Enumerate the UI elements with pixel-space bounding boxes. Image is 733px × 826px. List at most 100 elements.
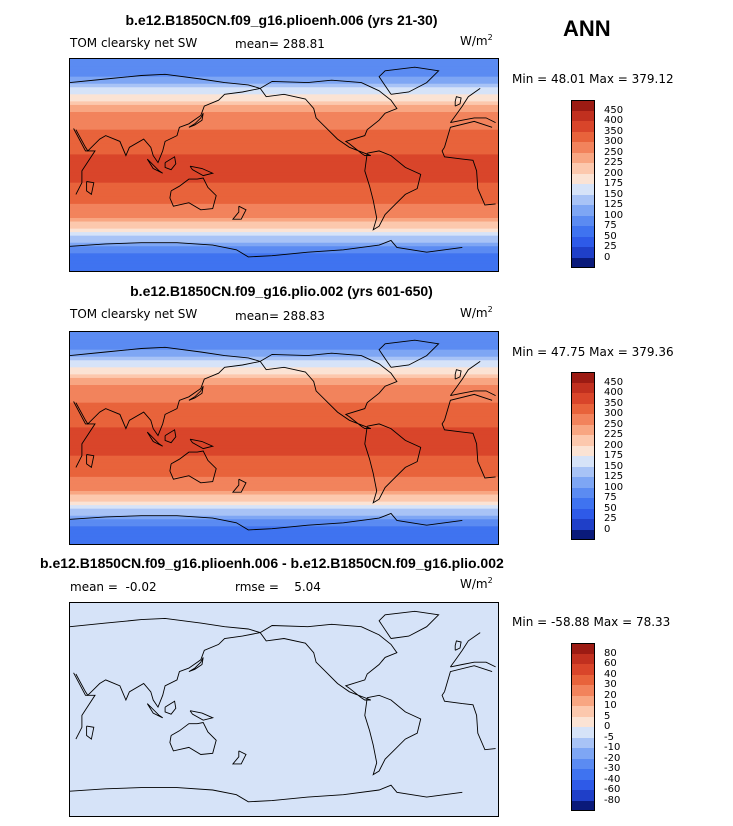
coastline-segment [364, 694, 422, 776]
colorbar-tick-label: 350 [604, 397, 624, 409]
colorbar-tick-label: 10 [604, 700, 617, 711]
colorbar-tick-label: -20 [604, 752, 621, 764]
field-band [70, 122, 498, 127]
panel-1-units: W/m2 [460, 33, 493, 48]
coastline-segment [444, 393, 493, 421]
field-band [70, 356, 498, 361]
field-band [70, 267, 498, 271]
field-band [70, 533, 498, 538]
field-band [70, 501, 498, 506]
colorbar-tick-label: 400 [604, 387, 624, 398]
coastline-segment [70, 346, 261, 437]
panel-1-map-svg [70, 59, 498, 271]
field-band [70, 246, 498, 251]
field-band [70, 526, 498, 531]
field-band [70, 253, 498, 258]
field-band [70, 256, 498, 261]
field-band [70, 136, 498, 141]
field-band [70, 126, 498, 131]
coastline-segment [73, 401, 96, 468]
panel-3-rmse: rmse = 5.04 [235, 580, 321, 594]
colorbar-swatch [571, 685, 595, 696]
field-band [70, 235, 498, 240]
field-band [70, 423, 498, 428]
field-band [70, 76, 498, 81]
colorbar-swatch [571, 674, 595, 685]
colorbar-swatch [571, 653, 595, 664]
field-band [70, 228, 498, 233]
colorbar-swatch [571, 236, 595, 247]
field-band [70, 172, 498, 177]
colorbar-swatch [571, 695, 595, 706]
colorbar-swatch [571, 758, 595, 769]
field-band [70, 108, 498, 113]
field-band [70, 363, 498, 368]
field-band [70, 115, 498, 120]
field-band [70, 232, 498, 237]
field-band [70, 189, 498, 194]
colorbar-swatch [571, 445, 595, 456]
colorbar-swatch [571, 100, 595, 111]
colorbar-tick-label: 5 [604, 710, 611, 722]
colorbar-tick-label: 0 [604, 251, 611, 263]
field-band [70, 69, 498, 74]
coastline-segment [454, 369, 462, 380]
coastline-segment [146, 158, 163, 174]
colorbar-swatch [571, 664, 595, 675]
colorbar-swatch [571, 737, 595, 748]
colorbar-tick-label: 300 [604, 136, 624, 147]
colorbar-swatch [571, 163, 595, 174]
coastline-segment [70, 784, 463, 803]
coastline-segment [441, 691, 496, 751]
coastline-segment [70, 73, 261, 164]
field-band [70, 487, 498, 492]
field-band [70, 342, 498, 347]
field-band [70, 462, 498, 467]
colorbar-tick-label: 225 [604, 157, 624, 168]
field-band [70, 413, 498, 418]
field-band [70, 427, 498, 432]
colorbar-tick-label: -10 [604, 742, 621, 753]
coastline-segment [231, 205, 247, 220]
colorbar-swatch [571, 498, 595, 509]
field-band [70, 377, 498, 383]
coastline-segment [378, 610, 440, 639]
colorbar-swatch [571, 779, 595, 790]
colorbar-swatch [571, 727, 595, 738]
panel-3-units: W/m2 [460, 576, 493, 591]
panel-2-title: b.e12.B1850CN.f09_g16.plio.002 (yrs 601-… [130, 283, 433, 299]
field-band [70, 498, 498, 503]
field-band [70, 140, 498, 145]
field-band [70, 476, 498, 481]
colorbar-tick-label: 350 [604, 125, 624, 137]
panel-1-title: b.e12.B1850CN.f09_g16.plioenh.006 (yrs 2… [125, 12, 438, 28]
field-band [70, 73, 498, 78]
field-band [70, 101, 498, 106]
panel-3-map-svg [70, 603, 498, 816]
coastline-segment [364, 423, 422, 504]
coastline-segment [164, 156, 177, 171]
coastline-segment [378, 339, 440, 368]
coastline-segment [450, 88, 481, 123]
field-band [70, 388, 498, 393]
coastline-segment [189, 710, 215, 721]
coastline-segment [189, 438, 215, 450]
coastline-segment [73, 128, 96, 195]
colorbar-tick-label: -80 [604, 794, 621, 806]
colorbar-swatch [571, 247, 595, 258]
field-band [70, 104, 498, 110]
colorbar-swatch [571, 435, 595, 446]
coastline-segment [169, 450, 217, 484]
panel-1-mean: mean= 288.81 [235, 37, 325, 51]
field-band [70, 349, 498, 354]
field-band [70, 374, 498, 379]
field-band [70, 83, 498, 88]
coastline-segment [188, 657, 204, 673]
panel-1-minmax: Min = 48.01 Max = 379.12 [512, 72, 674, 86]
coastline-segment [70, 617, 261, 709]
colorbar-swatch [571, 142, 595, 153]
colorbar-tick-label: 250 [604, 418, 624, 430]
colorbar-swatch [571, 152, 595, 163]
colorbar-tick-label: 175 [604, 450, 624, 461]
coastline-segment [189, 165, 215, 177]
